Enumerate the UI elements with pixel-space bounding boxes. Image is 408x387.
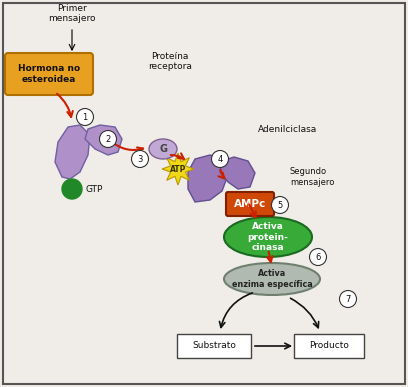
- Text: Primer
mensajero: Primer mensajero: [48, 4, 96, 23]
- Circle shape: [0, 231, 4, 238]
- Circle shape: [49, 169, 56, 176]
- Ellipse shape: [149, 139, 177, 159]
- FancyBboxPatch shape: [294, 334, 364, 358]
- Circle shape: [149, 48, 156, 55]
- Text: 5: 5: [277, 200, 283, 209]
- Text: Producto: Producto: [309, 341, 349, 351]
- Circle shape: [82, 95, 90, 102]
- Circle shape: [62, 179, 82, 199]
- Text: AMPc: AMPc: [234, 199, 266, 209]
- Text: G: G: [159, 144, 167, 154]
- Text: Segundo
mensajero: Segundo mensajero: [290, 167, 335, 187]
- Text: Activa
protein-
cinasa: Activa protein- cinasa: [248, 222, 288, 252]
- Circle shape: [11, 237, 18, 244]
- Circle shape: [77, 108, 93, 125]
- Text: Substrato: Substrato: [192, 341, 236, 351]
- Circle shape: [15, 195, 22, 202]
- Text: Proteína
receptora: Proteína receptora: [148, 52, 192, 71]
- Text: 1: 1: [82, 113, 88, 122]
- Polygon shape: [220, 157, 255, 189]
- Circle shape: [168, 10, 175, 17]
- Circle shape: [109, 65, 116, 72]
- Text: 6: 6: [315, 252, 321, 262]
- Text: Hormona no
esteroidea: Hormona no esteroidea: [18, 64, 80, 84]
- Circle shape: [121, 75, 128, 83]
- Circle shape: [178, 22, 185, 29]
- Circle shape: [310, 248, 326, 265]
- Polygon shape: [85, 125, 122, 155]
- Text: 2: 2: [105, 135, 111, 144]
- Ellipse shape: [224, 263, 320, 295]
- FancyBboxPatch shape: [177, 334, 251, 358]
- Circle shape: [58, 127, 65, 134]
- FancyBboxPatch shape: [5, 53, 93, 95]
- Polygon shape: [162, 153, 194, 185]
- Text: GTP: GTP: [86, 185, 103, 194]
- Circle shape: [29, 202, 36, 209]
- FancyBboxPatch shape: [226, 192, 274, 216]
- Circle shape: [35, 160, 42, 167]
- Circle shape: [95, 105, 102, 112]
- Text: ATP: ATP: [170, 164, 186, 173]
- Text: Adenilciclasa: Adenilciclasa: [258, 125, 317, 134]
- Text: Activa
enzima específica: Activa enzima específica: [232, 269, 313, 289]
- Ellipse shape: [224, 217, 312, 257]
- Circle shape: [131, 151, 149, 168]
- Circle shape: [71, 136, 78, 143]
- Text: 7: 7: [345, 295, 351, 303]
- Circle shape: [271, 197, 288, 214]
- Polygon shape: [55, 125, 90, 179]
- Circle shape: [0, 274, 2, 281]
- Circle shape: [138, 36, 145, 43]
- Circle shape: [100, 130, 117, 147]
- Polygon shape: [188, 155, 228, 202]
- Text: 4: 4: [217, 154, 223, 163]
- Text: 3: 3: [137, 154, 143, 163]
- Circle shape: [211, 151, 228, 168]
- Circle shape: [339, 291, 357, 308]
- Circle shape: [209, 0, 216, 5]
